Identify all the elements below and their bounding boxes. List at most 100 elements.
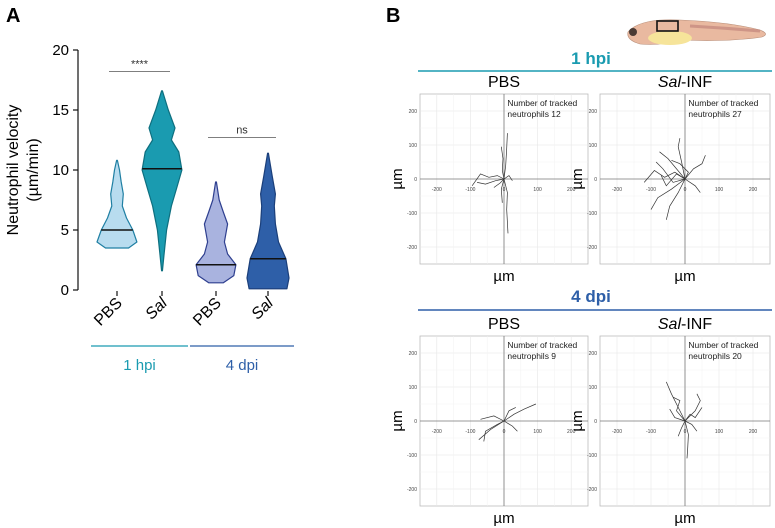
trajectory-plot-1: Sal-INF -200 -200 -100 -100 0 0 100 100 200 200 Num… xyxy=(569,74,771,285)
trajectory-plot-2: PBS -200 -200 -100 -100 0 0 100 100 200 200 Number … xyxy=(389,316,589,527)
tracked-count-label: Number of tracked xyxy=(507,340,577,350)
x-axis-label-2: µm xyxy=(493,510,514,527)
y-tick-label: 100 xyxy=(589,143,598,149)
track-3 xyxy=(669,408,686,422)
y-tick-label: -200 xyxy=(407,245,417,251)
x-tick-label-1: Sal xyxy=(142,294,171,323)
y-tick-label: 15 xyxy=(52,102,69,119)
y-axis-label-1: µm xyxy=(569,168,586,189)
y-tick-label: 200 xyxy=(589,109,598,115)
track-6 xyxy=(684,178,701,193)
y-tick-label: 0 xyxy=(594,177,597,183)
x-tick-label: -200 xyxy=(432,429,442,435)
tracked-count-value: neutrophils 12 xyxy=(507,109,561,119)
y-tick-label: 20 xyxy=(52,42,69,59)
y-tick-label: -100 xyxy=(407,453,417,459)
track-5 xyxy=(500,178,505,203)
y-tick-label: -100 xyxy=(587,453,597,459)
track-9 xyxy=(655,161,686,183)
violin-chart: 0 5 10 15 20 Neutrophil velocity (µm/min) **… xyxy=(5,42,294,374)
plot-title-1: Sal-INF xyxy=(658,74,712,91)
track-4 xyxy=(480,415,505,422)
zebrafish-larva-icon xyxy=(627,19,766,45)
track-5 xyxy=(677,420,686,437)
x-tick-label: 200 xyxy=(567,187,576,193)
y-tick-label: 0 xyxy=(414,419,417,425)
x-tick-label: 100 xyxy=(715,187,724,193)
y-tick-label: -200 xyxy=(407,487,417,493)
track-3 xyxy=(684,155,706,180)
x-tick-label: 0 xyxy=(503,429,506,435)
trajectory-plot-0: PBS -200 -200 -100 -100 0 0 100 100 200 200 Number … xyxy=(389,74,589,285)
x-tick-label: 100 xyxy=(533,429,542,435)
y-tick-label: -200 xyxy=(587,245,597,251)
x-tick-label: 0 xyxy=(684,187,687,193)
track-2 xyxy=(483,420,505,442)
y-tick-label: -100 xyxy=(587,211,597,217)
violin-2 xyxy=(195,181,237,284)
significance-label-1: ns xyxy=(236,125,248,137)
track-6 xyxy=(503,175,513,181)
y-tick-label: -200 xyxy=(587,487,597,493)
header-4dpi: 4 dpi xyxy=(571,287,611,306)
track-1 xyxy=(684,420,689,459)
track-5 xyxy=(503,407,516,422)
y-tick-label: 10 xyxy=(52,162,69,179)
group-label-1: 4 dpi xyxy=(226,357,259,374)
y-tick-label: 200 xyxy=(589,351,598,357)
significance-annotations: **** ns xyxy=(109,59,276,139)
y-tick-label: 100 xyxy=(589,385,598,391)
y-axis-label: Neutrophil velocity xyxy=(5,105,22,236)
track-2 xyxy=(503,133,508,180)
track-1 xyxy=(477,178,505,185)
significance-label-0: **** xyxy=(131,59,149,71)
x-tick-labels: PBS Sal PBS Sal xyxy=(91,291,277,329)
track-0 xyxy=(478,420,505,440)
x-tick-label: 0 xyxy=(503,187,506,193)
y-tick-label: -100 xyxy=(407,211,417,217)
x-axis-label-1: µm xyxy=(674,268,695,285)
tracked-count-label: Number of tracked xyxy=(507,98,577,108)
track-0 xyxy=(665,381,686,422)
group-labels: 1 hpi 4 dpi xyxy=(91,345,294,374)
y-axis-label-unit: (µm/min) xyxy=(25,138,42,201)
y-axis-label-2: µm xyxy=(389,410,406,431)
track-3 xyxy=(500,146,505,180)
track-8 xyxy=(671,159,689,180)
header-1hpi: 1 hpi xyxy=(571,49,611,68)
x-tick-label: 100 xyxy=(715,429,724,435)
track-5 xyxy=(659,151,686,180)
track-4 xyxy=(677,138,686,180)
trajectory-panel: 1 hpi 4 dpi PBS -200 -200 -100 -100 0 0 100 100 2… xyxy=(389,19,772,527)
x-tick-label: -200 xyxy=(432,187,442,193)
x-tick-label: 0 xyxy=(684,429,687,435)
track-7 xyxy=(672,396,686,422)
y-tick-label: 100 xyxy=(409,143,418,149)
x-tick-label: -200 xyxy=(612,429,622,435)
tracked-count-label: Number of tracked xyxy=(688,340,758,350)
x-tick-label: 100 xyxy=(533,187,542,193)
y-axis-label-3: µm xyxy=(569,410,586,431)
track-0 xyxy=(471,173,505,187)
group-label-0: 1 hpi xyxy=(123,357,156,374)
y-tick-label: 0 xyxy=(61,282,69,299)
x-tick-label-2: PBS xyxy=(190,295,225,330)
y-tick-label: 0 xyxy=(594,419,597,425)
x-tick-label: -100 xyxy=(646,187,656,193)
x-tick-label: -100 xyxy=(465,187,475,193)
y-axis-label-0: µm xyxy=(389,168,406,189)
y-tick-label: 200 xyxy=(409,351,418,357)
x-tick-label: -200 xyxy=(612,187,622,193)
track-3 xyxy=(503,420,518,432)
tracked-count-value: neutrophils 27 xyxy=(688,109,742,119)
plot-title-3: Sal-INF xyxy=(658,316,712,333)
x-tick-label-3: Sal xyxy=(248,294,277,323)
trajectory-plot-3: Sal-INF -200 -200 -100 -100 0 0 100 100 200 200 Num… xyxy=(569,316,771,527)
y-tick-label: 100 xyxy=(409,385,418,391)
violin-1 xyxy=(141,90,183,272)
plot-title-2: PBS xyxy=(488,316,520,333)
trajectory-plots: PBS -200 -200 -100 -100 0 0 100 100 200 200 Number … xyxy=(389,74,771,527)
track-4 xyxy=(503,178,509,234)
track-2 xyxy=(684,393,701,422)
